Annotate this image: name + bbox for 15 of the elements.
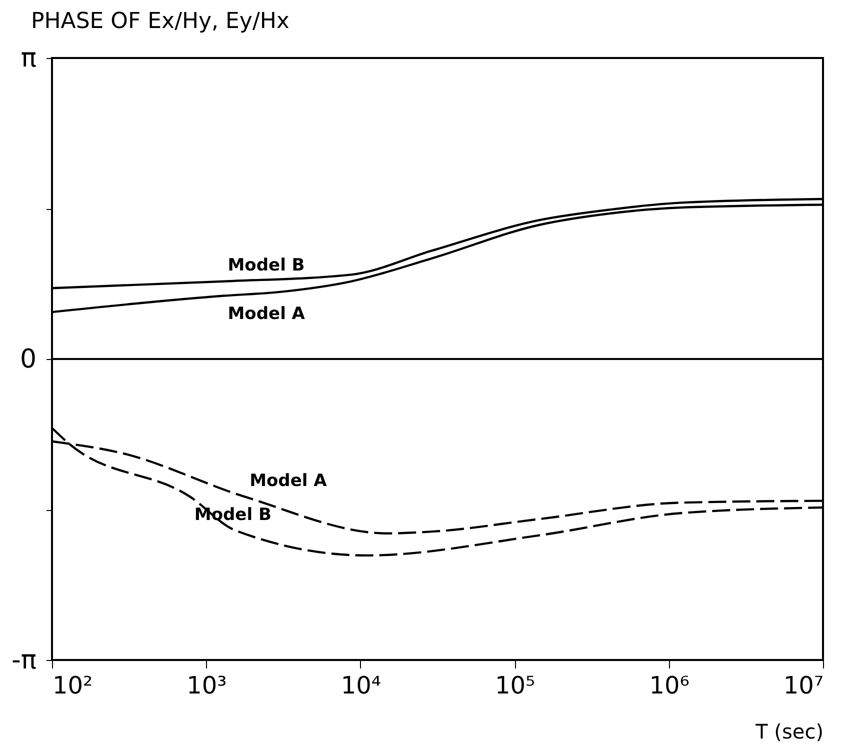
series-label: Model A — [228, 304, 306, 324]
chart-title: PHASE OF Ex/Hy, Ey/Hx — [30, 9, 290, 34]
series-label: Model B — [228, 255, 305, 276]
series-label: Model B — [194, 504, 272, 525]
x-tick-label: 10⁶ — [649, 672, 690, 700]
y-tick-label: π — [20, 44, 36, 74]
x-tick-label: 10⁴ — [340, 672, 381, 700]
y-tick-label: 0 — [20, 344, 36, 374]
series-label: Model A — [250, 470, 328, 491]
x-tick-label: 10⁷ — [783, 672, 824, 700]
x-tick-label: 10⁵ — [495, 672, 536, 700]
x-tick-label: 10² — [52, 672, 93, 700]
x-axis-title: T (sec) — [754, 720, 824, 744]
y-tick-label: -π — [11, 646, 36, 676]
x-tick-label: 10³ — [186, 672, 227, 700]
